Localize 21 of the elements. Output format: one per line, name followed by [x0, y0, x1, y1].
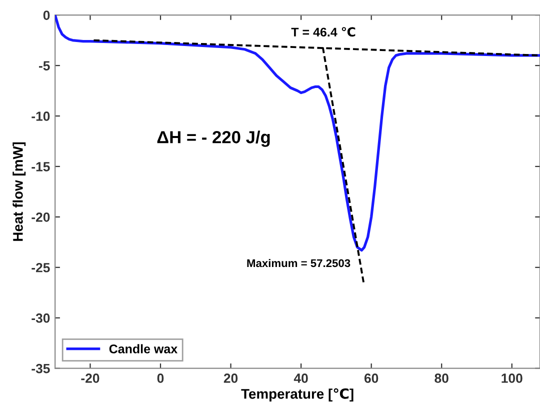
y-tick-label: -30	[32, 313, 50, 323]
x-tick-label: 20	[224, 374, 238, 383]
y-tick-label: -10	[32, 112, 50, 121]
x-tick-label: 80	[434, 374, 448, 383]
y-axis-title: Heat flow [mW]	[12, 142, 26, 241]
annotation: Maximum = 57.2503	[247, 258, 350, 268]
y-tick-label: -5	[39, 61, 50, 70]
x-axis-title: Temperature [℃]	[241, 388, 354, 402]
y-tick-label: 0	[43, 10, 50, 20]
annotation: ΔH = - 220 J/g	[157, 130, 270, 147]
y-tick-label: -15	[32, 162, 50, 172]
y-tick-label: -25	[32, 262, 50, 272]
x-tick-label: 60	[364, 374, 378, 383]
annotation: T = 46.4 ℃	[291, 27, 356, 37]
x-tick-label: 0	[157, 374, 164, 383]
y-tick-label: -20	[32, 212, 50, 222]
y-tick-label: -35	[32, 364, 50, 374]
x-tick-label: 40	[294, 374, 308, 383]
legend-label: Candle wax	[109, 344, 178, 354]
x-tick-label: 100	[502, 374, 522, 383]
x-tick-label: -20	[81, 374, 100, 383]
